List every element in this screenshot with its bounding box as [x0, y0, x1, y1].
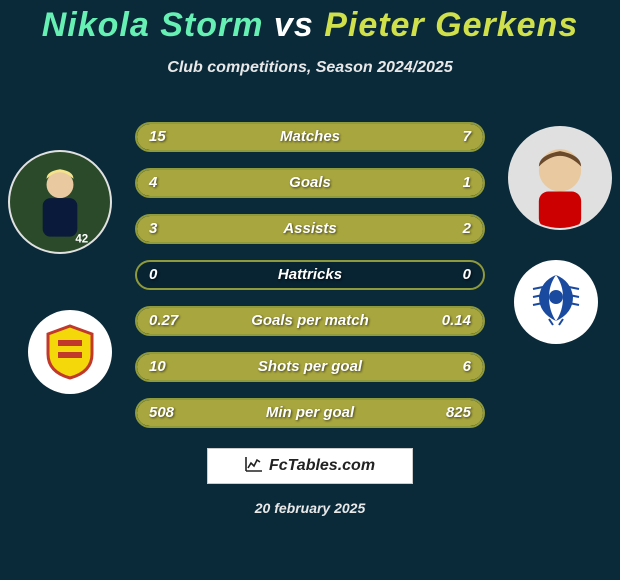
stat-row-matches: 157Matches — [135, 122, 485, 152]
stat-label: Goals — [137, 170, 483, 196]
stat-label: Hattricks — [137, 262, 483, 288]
title-vs: vs — [274, 6, 314, 44]
stat-row-min-per-goal: 508825Min per goal — [135, 398, 485, 428]
stat-row-shots-per-goal: 106Shots per goal — [135, 352, 485, 382]
chart-icon — [245, 456, 263, 477]
stat-label: Min per goal — [137, 400, 483, 426]
stats-container: 157Matches 41Goals 32Assists 00Hattricks 0.2… — [135, 122, 485, 444]
stat-label: Assists — [137, 216, 483, 242]
stat-row-hattricks: 00Hattricks — [135, 260, 485, 290]
stat-label: Goals per match — [137, 308, 483, 334]
player1-club-logo — [28, 310, 112, 394]
subtitle: Club competitions, Season 2024/2025 — [0, 59, 620, 77]
title-player2: Pieter Gerkens — [324, 6, 578, 44]
fctables-link[interactable]: FcTables.com — [207, 448, 413, 484]
page-title: Nikola Storm vs Pieter Gerkens — [0, 0, 620, 45]
stat-row-goals-per-match: 0.270.14Goals per match — [135, 306, 485, 336]
svg-text:42: 42 — [75, 233, 88, 245]
stat-label: Shots per goal — [137, 354, 483, 380]
title-player1: Nikola Storm — [42, 6, 264, 44]
footer-brand-text: FcTables.com — [269, 457, 375, 475]
stat-row-assists: 32Assists — [135, 214, 485, 244]
player2-club-logo — [514, 260, 598, 344]
player1-avatar: 42 — [8, 150, 112, 254]
date-text: 20 february 2025 — [0, 500, 620, 516]
player2-avatar — [508, 126, 612, 230]
stat-row-goals: 41Goals — [135, 168, 485, 198]
stat-label: Matches — [137, 124, 483, 150]
